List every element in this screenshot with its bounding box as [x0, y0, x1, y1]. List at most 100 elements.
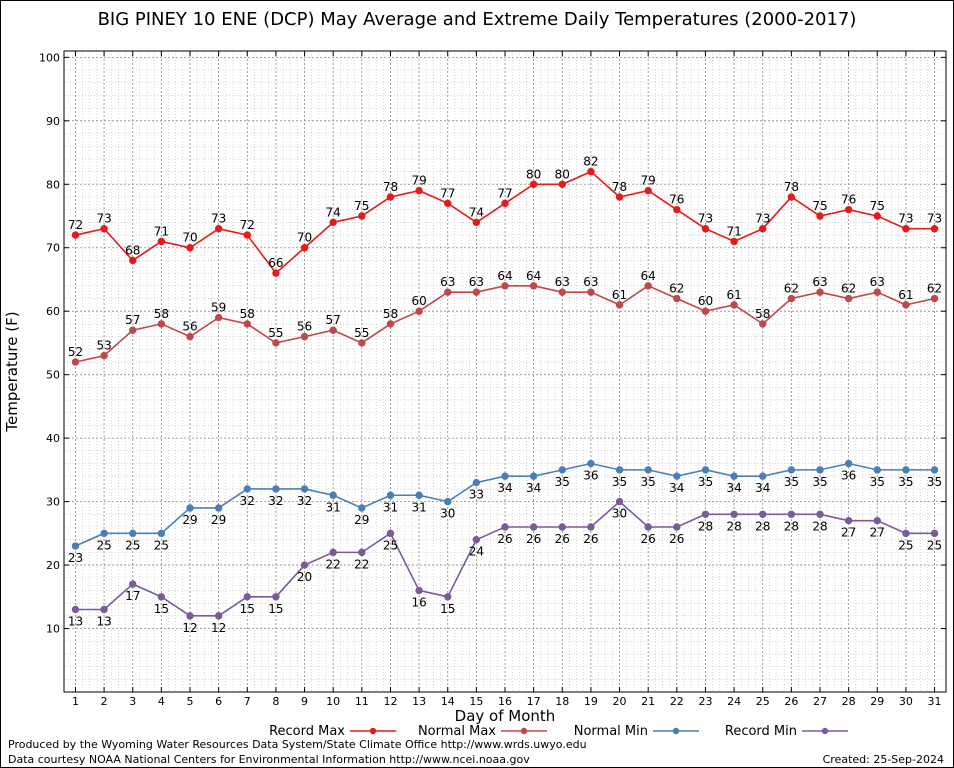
data-label-record-max: 80: [526, 167, 541, 181]
data-point-record-max: [129, 256, 137, 265]
data-label-record-max: 79: [641, 174, 656, 188]
x-tick-label: 1: [72, 695, 79, 708]
footer-data-courtesy: Data courtesy NOAA National Centers for …: [8, 753, 530, 766]
data-point-normal-max: [673, 294, 681, 303]
data-point-record-min: [71, 605, 80, 614]
legend-marker-record-max: [369, 727, 377, 735]
data-label-normal-max: 55: [268, 326, 283, 340]
data-point-record-min: [587, 523, 595, 531]
data-label-normal-min: 31: [326, 500, 341, 514]
data-point-record-max: [272, 269, 280, 277]
data-label-normal-max: 62: [784, 282, 799, 296]
y-tick-label: 40: [46, 432, 60, 445]
data-point-normal-min: [71, 542, 80, 550]
data-label-record-min: 15: [440, 602, 455, 616]
data-label-normal-max: 63: [469, 275, 484, 289]
data-label-record-max: 77: [440, 186, 455, 200]
data-label-normal-min: 34: [726, 481, 741, 495]
data-label-normal-min: 34: [497, 481, 512, 495]
data-point-normal-min: [759, 472, 767, 480]
x-tick-label: 21: [641, 695, 655, 708]
legend-label-record-max: Record Max: [269, 724, 345, 739]
data-label-record-min: 15: [268, 602, 283, 616]
data-label-normal-max: 57: [326, 313, 341, 327]
data-label-record-min: 15: [154, 602, 169, 616]
data-point-normal-min: [415, 491, 423, 499]
x-tick-label: 25: [756, 695, 770, 708]
data-point-normal-max: [730, 301, 738, 309]
data-point-normal-min: [701, 466, 710, 474]
data-point-normal-min: [644, 466, 652, 474]
data-label-record-min: 30: [612, 507, 627, 521]
data-point-normal-max: [759, 320, 767, 328]
data-point-normal-max: [902, 301, 910, 309]
data-label-normal-min: 25: [125, 538, 140, 552]
legend-label-record-min: Record Min: [725, 724, 797, 739]
data-label-normal-max: 64: [641, 269, 656, 283]
data-label-record-max: 66: [268, 256, 283, 270]
data-point-normal-max: [873, 288, 881, 296]
data-label-normal-max: 60: [698, 294, 713, 308]
legend-marker-normal-max: [520, 727, 528, 735]
data-label-record-min: 27: [841, 526, 856, 540]
data-point-record-max: [243, 231, 251, 239]
x-tick-label: 22: [670, 695, 684, 708]
data-point-record-min: [444, 593, 452, 601]
data-point-normal-min: [214, 504, 223, 512]
data-point-record-max: [444, 199, 452, 208]
data-label-normal-min: 34: [526, 481, 541, 495]
data-label-record-max: 73: [96, 212, 111, 226]
data-point-normal-max: [644, 282, 652, 290]
data-point-record-min: [644, 523, 652, 531]
data-point-normal-max: [186, 332, 194, 341]
data-point-record-min: [558, 523, 566, 531]
data-point-normal-min: [100, 529, 108, 538]
data-point-normal-max: [71, 358, 80, 366]
data-label-record-max: 73: [211, 212, 226, 226]
y-tick-label: 20: [46, 559, 60, 572]
data-label-normal-min: 31: [383, 500, 398, 514]
legend-marker-record-min: [821, 727, 829, 735]
data-label-record-min: 26: [526, 532, 541, 546]
y-tick-label: 80: [46, 178, 60, 191]
x-tick-label: 24: [727, 695, 741, 708]
y-axis-title: Temperature (F): [3, 311, 21, 432]
data-point-record-max: [214, 225, 223, 233]
data-label-record-max: 70: [182, 231, 197, 245]
data-label-record-min: 15: [240, 602, 255, 616]
data-label-normal-max: 64: [497, 269, 512, 283]
data-point-record-max: [415, 186, 423, 195]
data-label-normal-min: 30: [440, 507, 455, 521]
data-point-record-max: [816, 212, 824, 220]
data-point-normal-max: [529, 282, 538, 290]
data-point-record-min: [243, 593, 251, 601]
data-label-layer: 72 73 68 71 70 73 72 66 70 74 75 78 79 77 74 77 80 80 82 78…: [68, 155, 942, 635]
data-label-record-max: 72: [68, 218, 83, 232]
data-point-record-min: [701, 510, 710, 518]
data-point-normal-max: [701, 307, 710, 315]
data-point-record-min: [844, 516, 853, 525]
y-tick-label: 70: [46, 242, 60, 255]
data-label-record-max: 71: [726, 224, 741, 238]
x-tick-label: 15: [469, 695, 483, 708]
data-point-record-min: [272, 593, 280, 601]
data-label-normal-min: 36: [841, 469, 856, 483]
data-point-normal-max: [415, 307, 423, 315]
data-label-normal-max: 62: [927, 282, 942, 296]
data-point-normal-max: [100, 351, 108, 360]
x-tick-label: 9: [301, 695, 308, 708]
data-point-record-max: [558, 180, 566, 188]
y-tick-label: 30: [46, 496, 60, 509]
data-label-normal-max: 55: [354, 326, 369, 340]
data-label-normal-max: 63: [583, 275, 598, 289]
data-point-normal-max: [214, 313, 223, 322]
data-label-record-min: 13: [68, 614, 83, 628]
data-label-normal-max: 57: [125, 313, 140, 327]
data-point-normal-min: [329, 491, 337, 499]
data-point-record-max: [587, 167, 595, 176]
data-label-normal-min: 32: [240, 494, 255, 508]
data-label-normal-max: 62: [669, 282, 684, 296]
data-point-normal-max: [587, 288, 595, 296]
data-point-record-min: [615, 497, 624, 506]
